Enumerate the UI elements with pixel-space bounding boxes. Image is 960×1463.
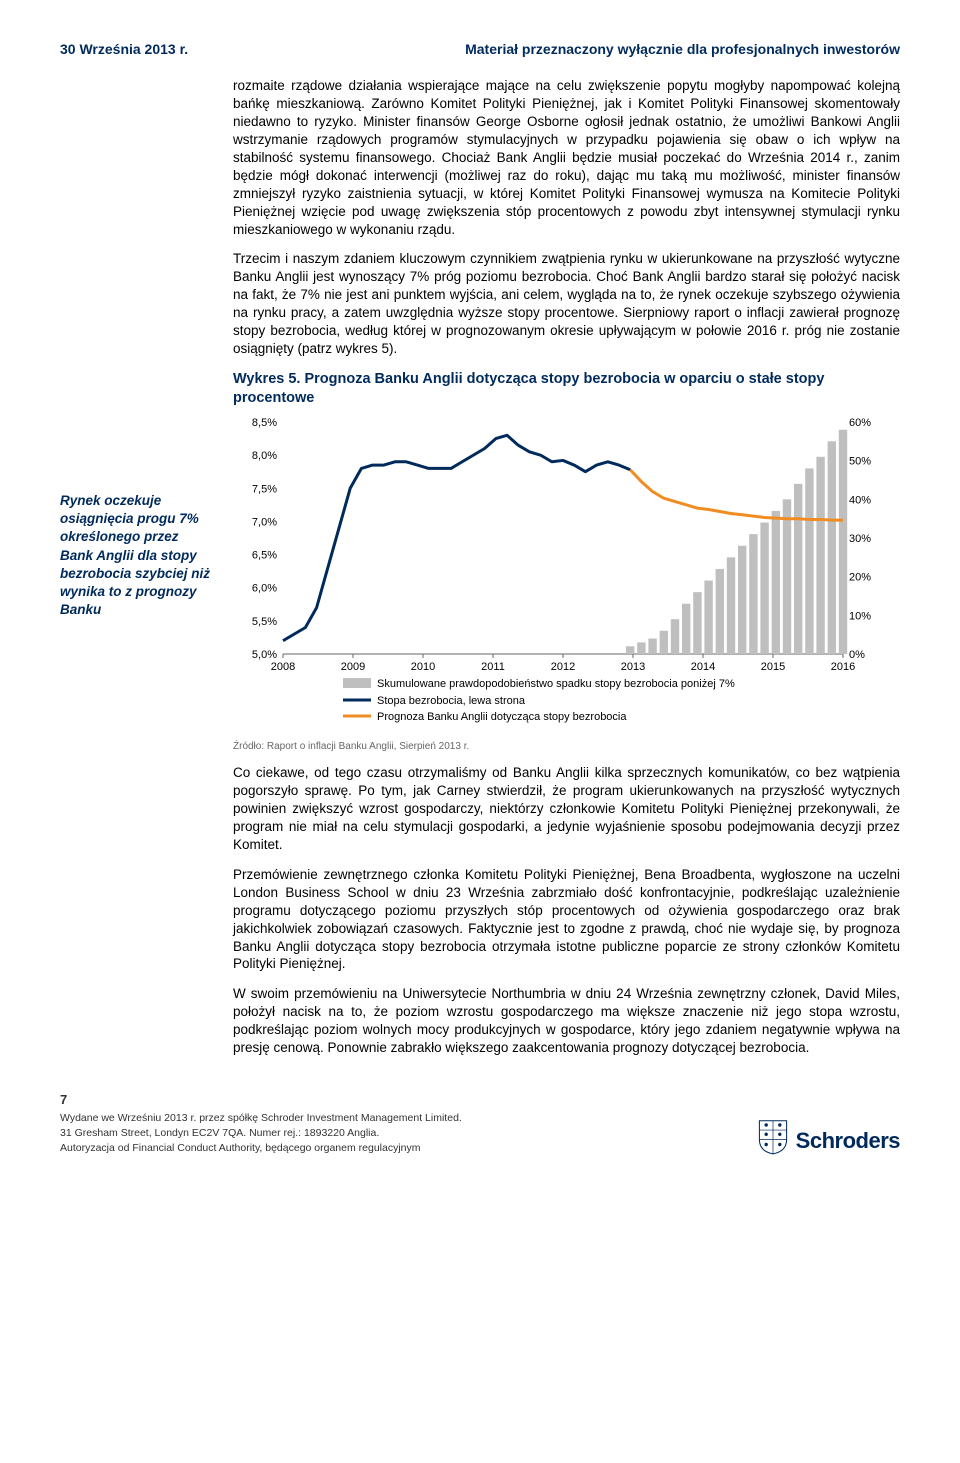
footer: 7 Wydane we Wrześniu 2013 r. przez spółk…	[60, 1091, 900, 1155]
svg-text:7,5%: 7,5%	[252, 483, 277, 495]
svg-text:2008: 2008	[271, 661, 295, 673]
page-number: 7	[60, 1091, 462, 1109]
svg-text:Stopa bezrobocia, lewa strona: Stopa bezrobocia, lewa strona	[377, 695, 526, 707]
footer-line-3: Autoryzacja od Financial Conduct Authori…	[60, 1141, 462, 1156]
svg-text:2013: 2013	[621, 661, 645, 673]
svg-text:60%: 60%	[849, 417, 871, 429]
svg-text:6,0%: 6,0%	[252, 583, 277, 595]
paragraph-4: Przemówienie zewnętrznego członka Komite…	[233, 866, 900, 974]
paragraph-3: Co ciekawe, od tego czasu otrzymaliśmy o…	[233, 764, 900, 854]
footer-line-2: 31 Gresham Street, Londyn EC2V 7QA. Nume…	[60, 1126, 462, 1141]
paragraph-1: rozmaite rządowe działania wspierające m…	[233, 77, 900, 239]
main-content: Rynek oczekuje osiągnięcia progu 7% okre…	[60, 77, 900, 1069]
svg-text:2014: 2014	[691, 661, 715, 673]
sidebar-note: Rynek oczekuje osiągnięcia progu 7% okre…	[60, 492, 215, 620]
chart-container: 8,5% 8,0% 7,5% 7,0% 6,5% 6,0% 5,5% 5,0% 60% 50% 40…	[233, 414, 900, 739]
body-content: rozmaite rządowe działania wspierające m…	[233, 77, 900, 1069]
svg-text:40%: 40%	[849, 494, 871, 506]
footer-logo: Schroders	[756, 1117, 900, 1155]
svg-text:50%: 50%	[849, 456, 871, 468]
svg-text:6,5%: 6,5%	[252, 549, 277, 561]
svg-text:2016: 2016	[831, 661, 855, 673]
svg-text:8,0%: 8,0%	[252, 450, 277, 462]
svg-text:20%: 20%	[849, 572, 871, 584]
svg-text:5,0%: 5,0%	[252, 649, 277, 661]
svg-text:2011: 2011	[481, 661, 505, 673]
chart-title: Wykres 5. Prognoza Banku Anglii dotycząc…	[233, 370, 900, 408]
page-header: 30 Września 2013 r. Materiał przeznaczon…	[60, 40, 900, 59]
chart-source: Źródło: Raport o inflacji Banku Anglii, …	[233, 740, 900, 754]
svg-text:2009: 2009	[341, 661, 365, 673]
svg-text:5,5%: 5,5%	[252, 616, 277, 628]
svg-text:Prognoza Banku Anglii dotycząc: Prognoza Banku Anglii dotycząca stopy be…	[377, 711, 627, 723]
header-disclaimer: Materiał przeznaczony wyłącznie dla prof…	[465, 40, 900, 59]
svg-text:0%: 0%	[849, 649, 865, 661]
svg-text:2010: 2010	[411, 661, 435, 673]
svg-text:10%: 10%	[849, 610, 871, 622]
shield-icon	[756, 1117, 790, 1155]
sidebar: Rynek oczekuje osiągnięcia progu 7% okre…	[60, 77, 215, 1069]
svg-text:30%: 30%	[849, 533, 871, 545]
logo-text: Schroders	[796, 1126, 900, 1156]
chart-svg: 8,5% 8,0% 7,5% 7,0% 6,5% 6,0% 5,5% 5,0% 60% 50% 40…	[233, 414, 893, 734]
svg-text:8,5%: 8,5%	[252, 417, 277, 429]
footer-text: 7 Wydane we Wrześniu 2013 r. przez spółk…	[60, 1091, 462, 1155]
svg-text:2015: 2015	[761, 661, 785, 673]
paragraph-5: W swoim przemówieniu na Uniwersytecie No…	[233, 985, 900, 1057]
header-date: 30 Września 2013 r.	[60, 40, 188, 59]
svg-text:7,0%: 7,0%	[252, 516, 277, 528]
svg-text:2012: 2012	[551, 661, 575, 673]
svg-text:Skumulowane prawdopodobieństwo: Skumulowane prawdopodobieństwo spadku st…	[377, 678, 735, 690]
footer-line-1: Wydane we Wrześniu 2013 r. przez spółkę …	[60, 1111, 462, 1126]
paragraph-2: Trzecim i naszym zdaniem kluczowym czynn…	[233, 250, 900, 358]
